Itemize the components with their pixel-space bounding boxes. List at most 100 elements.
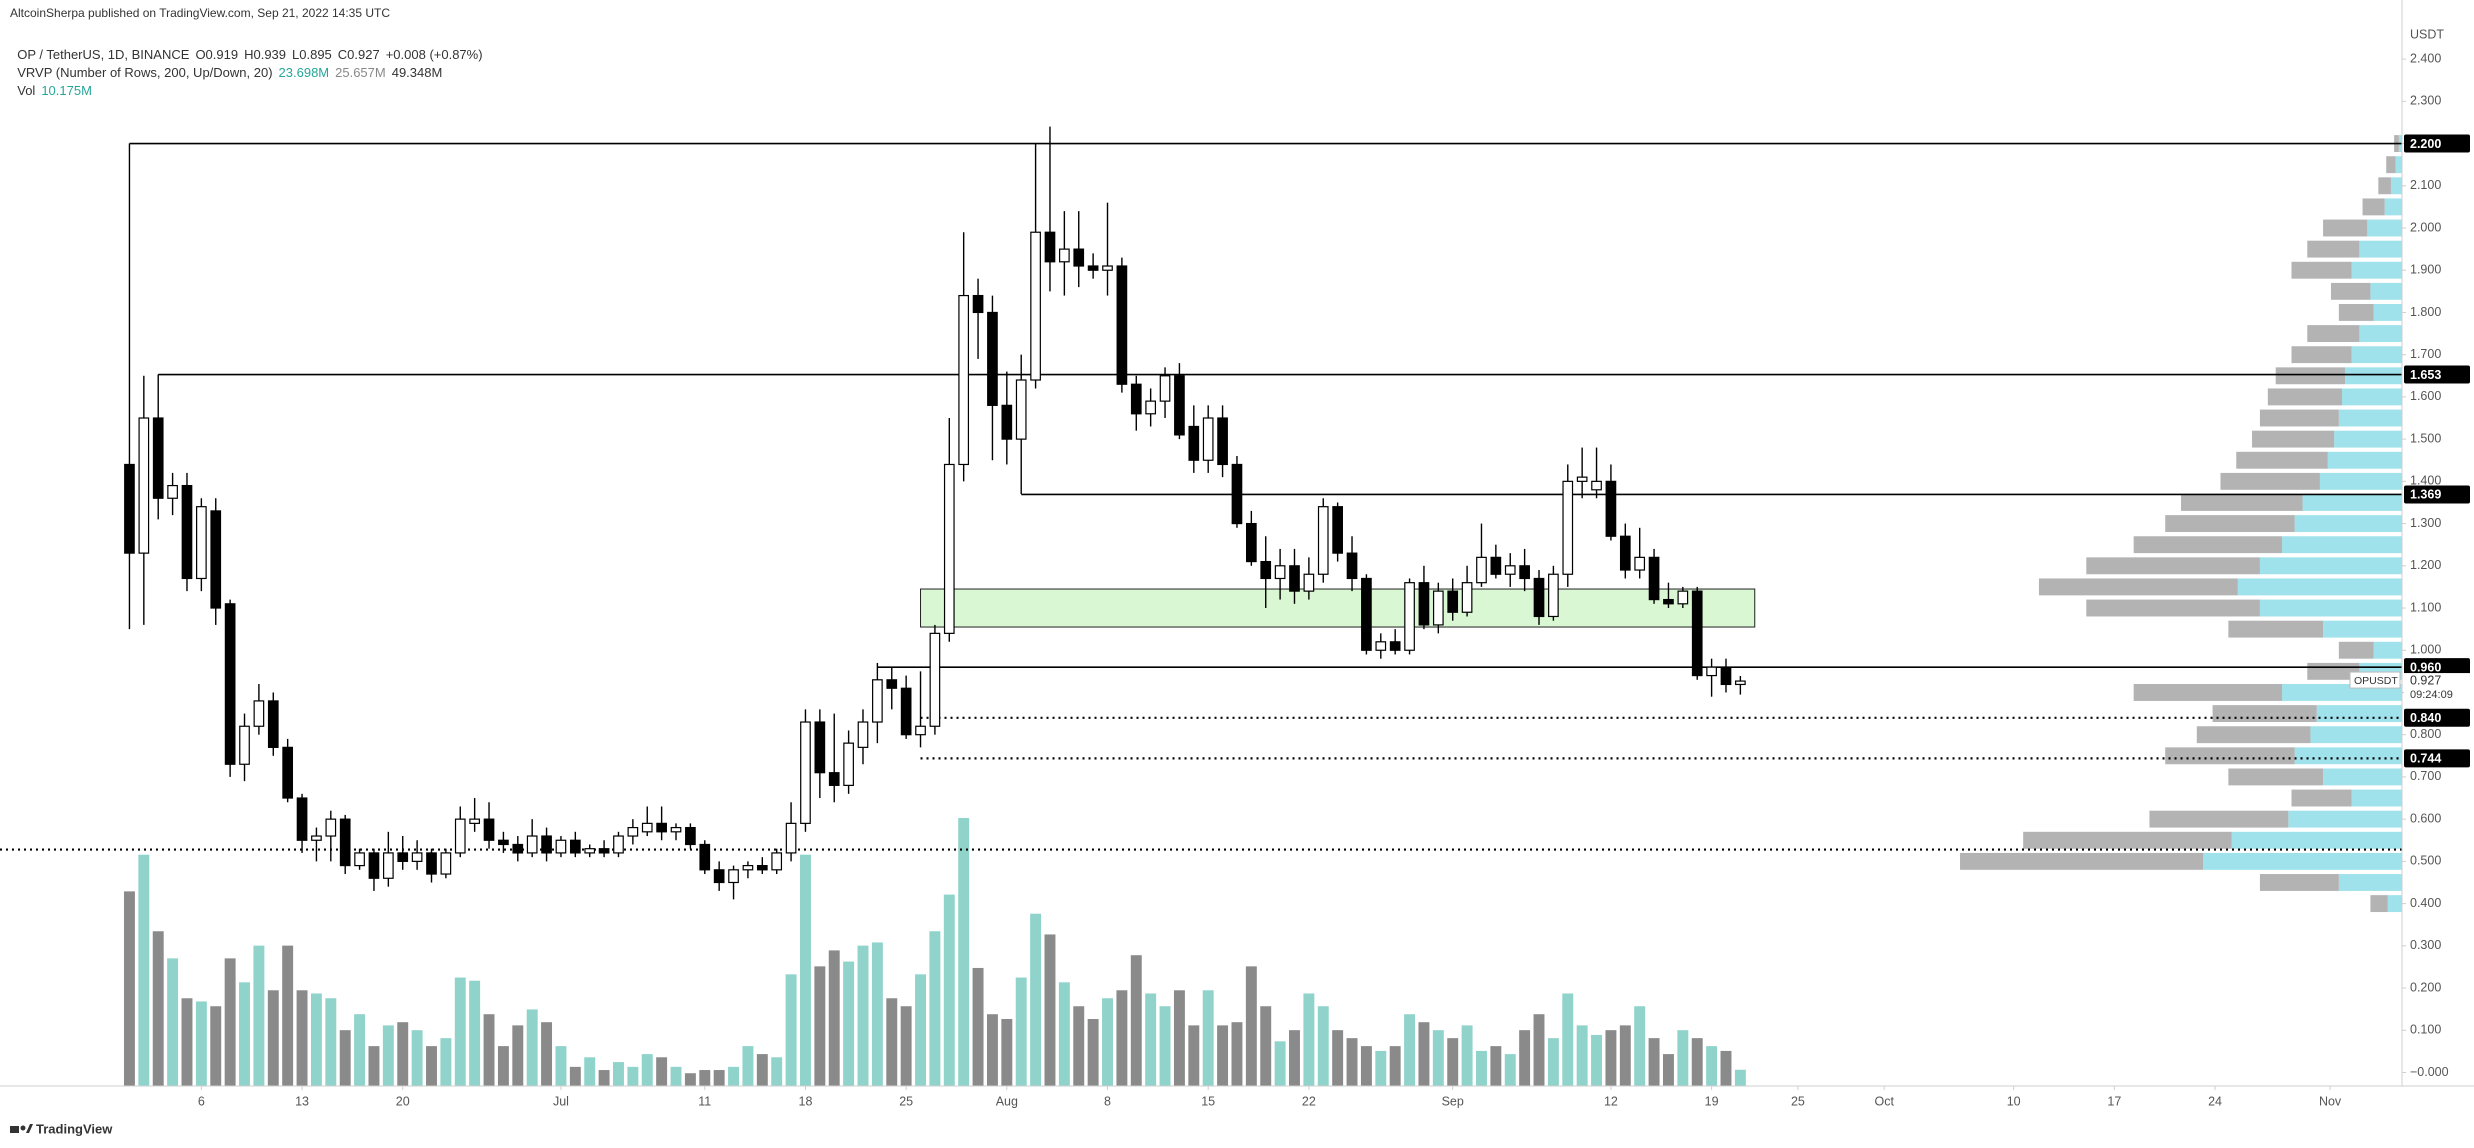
profile-up [2231,831,2402,849]
candle-body [469,818,480,824]
candle-body [785,822,797,854]
profile-down [2165,747,2295,765]
candle-body [152,417,164,499]
volume-bar [958,818,970,1086]
volume-bar [1619,1025,1631,1086]
profile-down [2236,451,2328,469]
volume-bar [1274,1041,1286,1086]
candle-body [1044,231,1056,263]
x-tick-label: 19 [1705,1094,1719,1108]
profile-down [2267,388,2343,406]
profile-up [2373,304,2402,321]
y-tick-label: 1.900 [2410,263,2441,277]
profile-down [2086,557,2260,575]
y-tick-label: 0.400 [2410,896,2441,910]
profile-down [2362,198,2385,216]
volume-bar [1562,993,1574,1086]
candle-body [1073,248,1085,267]
candle-body [1576,476,1588,482]
ohlc-high: H0.939 [244,47,287,62]
volume-bar [1102,998,1113,1086]
level-label-box [2404,708,2470,727]
x-tick-label: Nov [2319,1094,2342,1108]
zone [920,588,1756,628]
volume-bar [454,977,466,1086]
profile-up [2338,874,2402,891]
y-tick-label: 1.200 [2410,558,2441,572]
candle-body [1202,417,1214,461]
volume-bar [1648,1038,1660,1086]
y-tick-label: 1.000 [2410,643,2441,657]
level-label: 0.840 [2410,711,2441,725]
x-tick-label: 11 [698,1094,711,1108]
volume-bar [1346,1038,1358,1086]
x-tick-label: 12 [1604,1094,1618,1108]
volume-bar [857,945,869,1086]
profile-up [2390,177,2402,195]
candle-body [1735,680,1746,686]
volume-bar [1634,1006,1646,1086]
volume-bar [469,980,481,1086]
volume-bar [123,891,135,1086]
candle-body [1504,565,1516,575]
candle-body [613,835,624,854]
change: +0.008 (+0.87%) [385,47,483,62]
axis-unit: USDT [2410,27,2444,41]
candle-body [713,869,725,884]
volume-bar [641,1054,653,1086]
candle-body [800,721,811,824]
volume-bar [195,1001,207,1086]
y-tick-label: 1.100 [2410,600,2441,614]
profile-up [2319,472,2402,490]
profile-down [2181,494,2303,511]
candle-body [828,772,840,786]
candle-body [1087,265,1099,271]
profile-up [2323,768,2402,786]
candle-body [1447,590,1459,613]
profile-down [2252,430,2335,448]
volume-bar [1260,1006,1272,1086]
profile-down [2196,726,2311,744]
candle-body [1174,375,1185,436]
candle-body [440,852,452,875]
candle-body [656,822,667,833]
volume-bar [1087,1019,1099,1086]
candle-body [1346,552,1358,580]
volume-bar [1533,1014,1545,1086]
candle-body [339,818,351,867]
candle-body [1404,582,1415,651]
volume-bar [699,1070,711,1086]
level-label: 0.960 [2410,660,2441,674]
volume-bar [1289,1030,1300,1086]
volume-bar [296,990,308,1086]
volume-bar [1519,1030,1531,1086]
volume-bar [1116,990,1128,1086]
y-tick-label: 1.600 [2410,389,2441,403]
candle-body [1015,379,1027,440]
level-label: 2.200 [2410,137,2441,151]
x-tick-label: 18 [799,1094,813,1108]
candle-body [555,839,567,854]
profile-up [2334,430,2402,448]
volume-bar [411,1030,423,1086]
candle-body [1432,590,1444,626]
candle-body [1375,641,1387,651]
candle-body [138,417,150,554]
last-price-label: 0.927 [2410,673,2441,687]
candle-body [1562,480,1574,575]
candle-body [1188,425,1200,461]
profile-down [2086,599,2260,617]
candle-body [498,839,509,846]
candle-body [1245,522,1257,563]
profile-down [2378,177,2391,195]
volume-bar [1317,1006,1329,1086]
profile-up [2294,747,2402,765]
candle-body [569,839,581,854]
volume-bar [670,1066,682,1086]
level-label-box [2404,658,2470,677]
y-tick-label: 2.300 [2410,94,2441,108]
countdown: 09:24:09 [2410,689,2453,701]
candle-body [1519,565,1530,580]
vrvp-up: 23.698M [278,65,330,80]
